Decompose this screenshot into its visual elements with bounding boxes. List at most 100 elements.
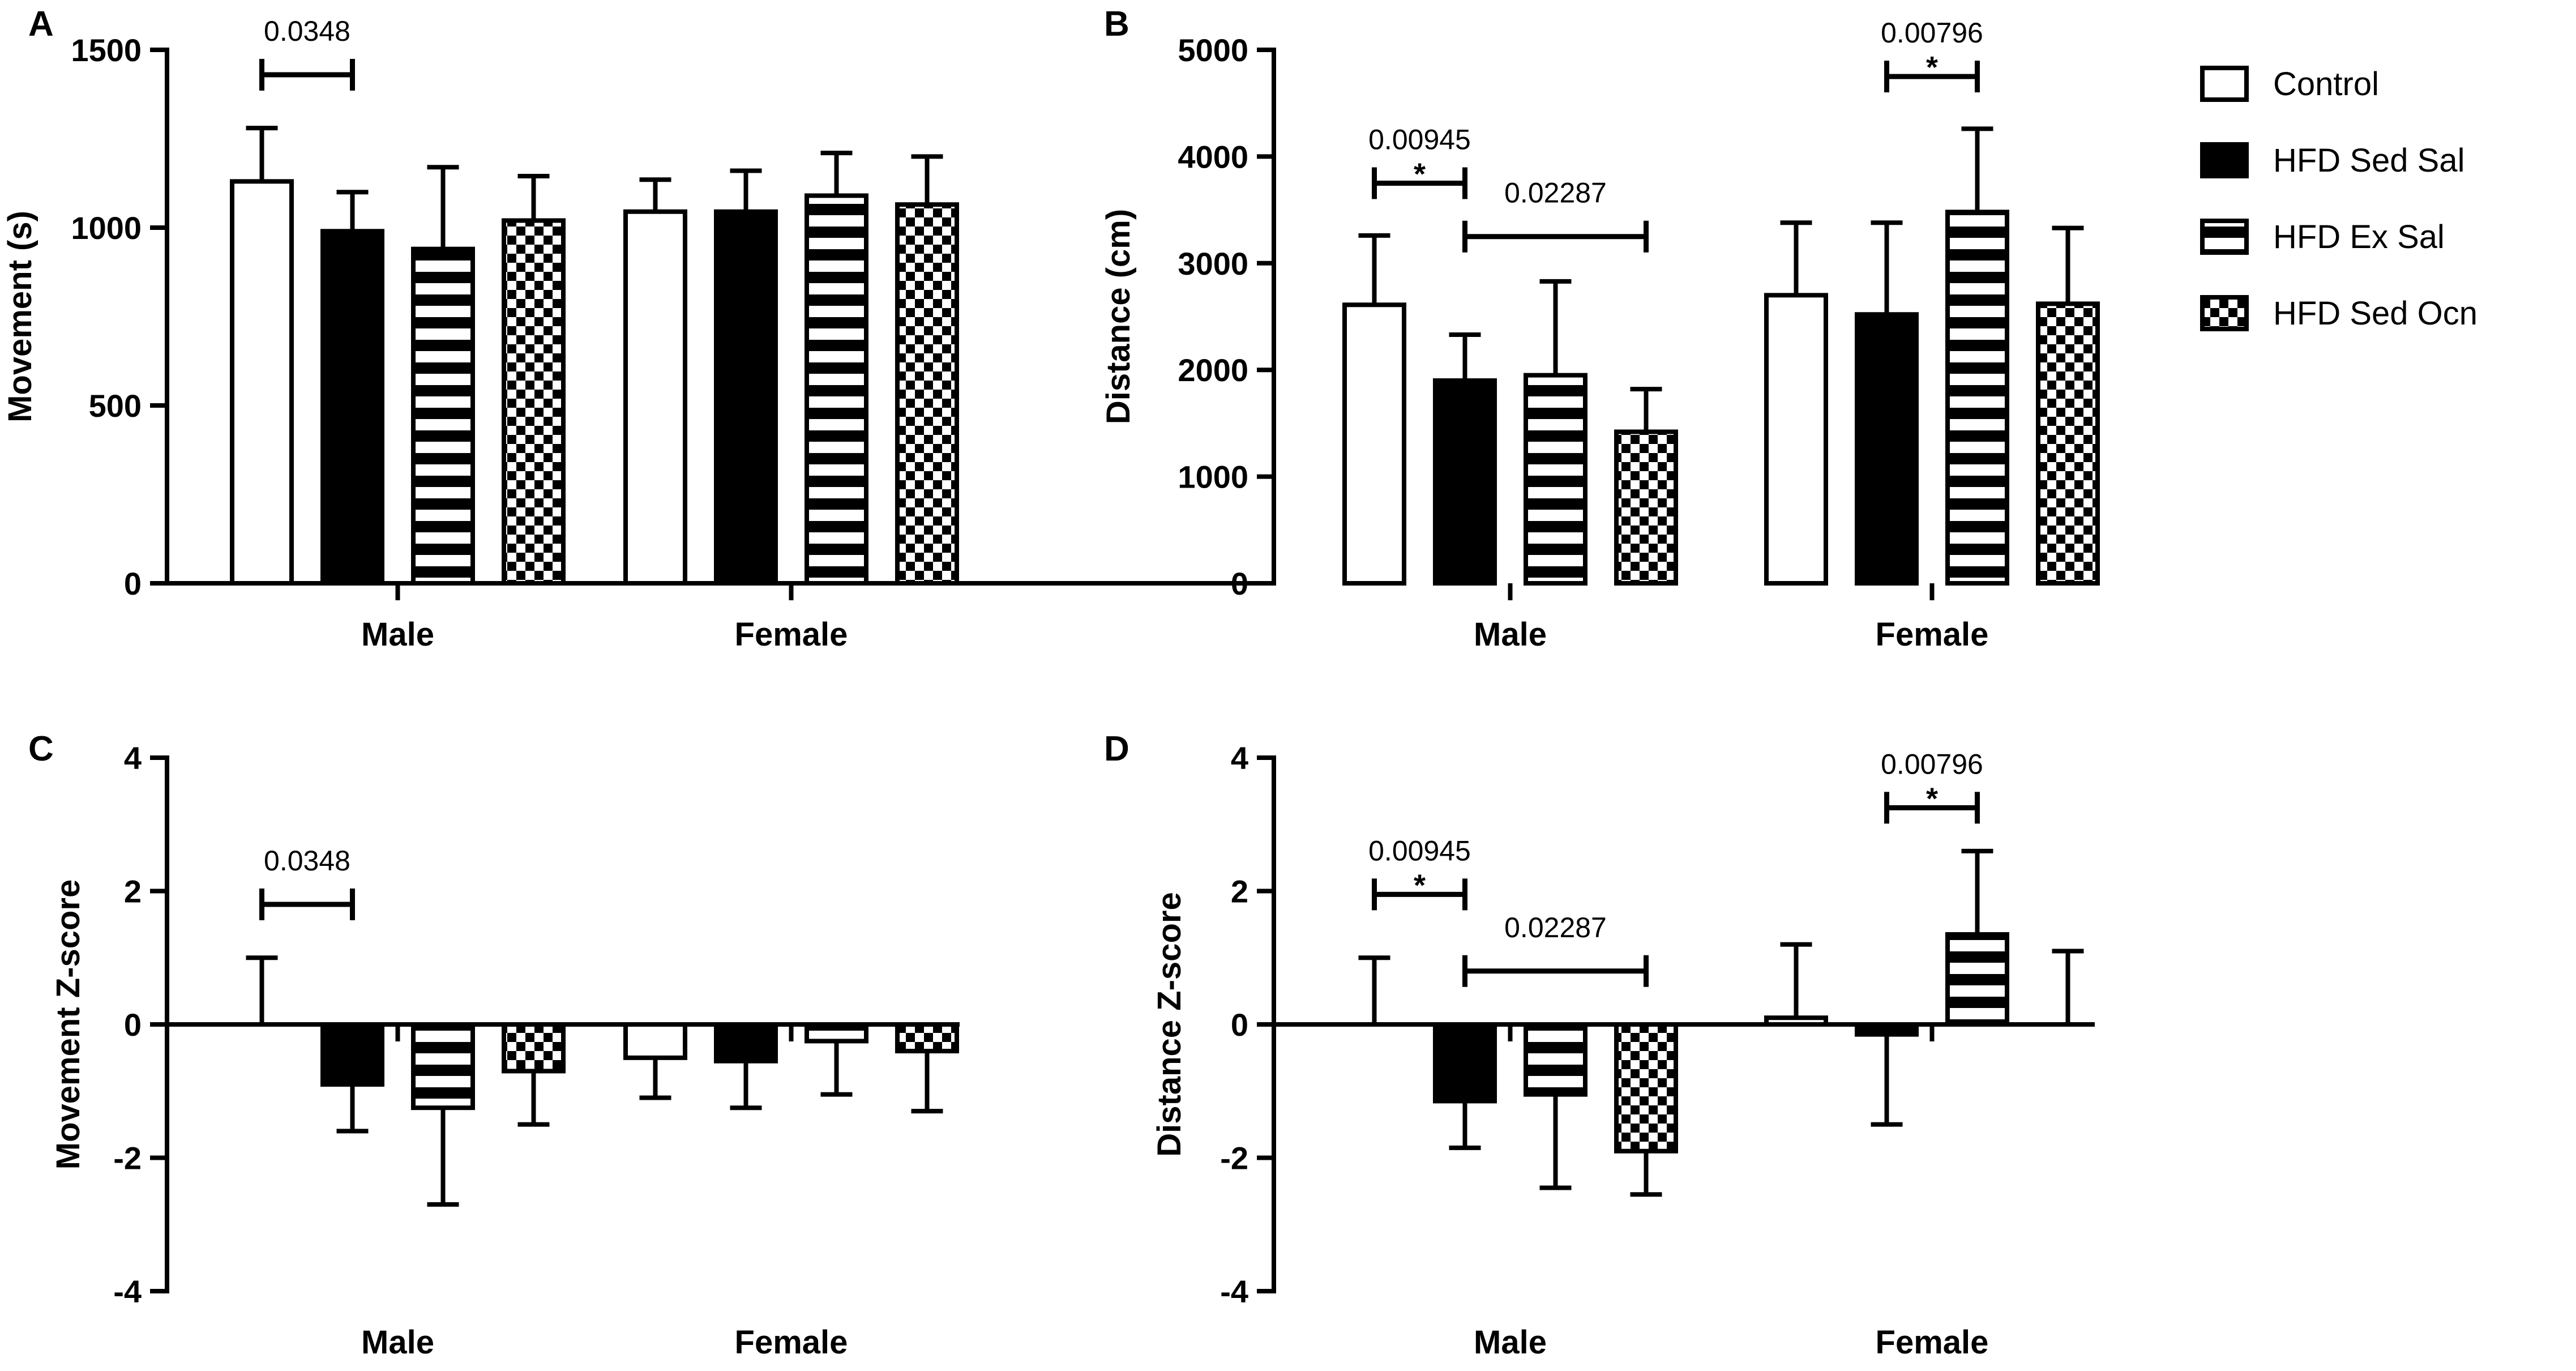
panel-label: A — [28, 5, 54, 44]
bar — [1855, 1022, 1919, 1037]
legend-item: HFD Sed Sal — [2200, 142, 2464, 179]
bar — [1524, 373, 1587, 586]
y-tick-label: 1500 — [71, 32, 142, 68]
legend-item: HFD Ex Sal — [2200, 219, 2445, 255]
y-tick-label: 500 — [89, 388, 142, 424]
bar — [502, 1022, 566, 1074]
bar — [623, 1022, 687, 1060]
bar — [1764, 293, 1828, 586]
bar — [1524, 1022, 1587, 1097]
y-tick-label: 4 — [124, 740, 142, 776]
significance-bracket: 0.00945* — [1368, 835, 1471, 911]
legend-label: HFD Ex Sal — [2273, 219, 2445, 255]
y-axis-title: Distance (cm) — [1100, 209, 1137, 424]
legend-swatch — [2200, 142, 2249, 178]
significance-bracket: 0.0348 — [259, 845, 355, 921]
legend-swatch — [2200, 219, 2249, 255]
y-axis-title: Movement Z-score — [50, 879, 87, 1169]
panel-label: D — [1104, 729, 1129, 768]
x-tick-label: Male — [361, 1324, 434, 1361]
x-tick-label: Female — [1876, 616, 1989, 653]
significance-bracket: 0.00796* — [1881, 17, 1983, 93]
legend-swatch — [2200, 295, 2249, 331]
bar — [1342, 302, 1406, 586]
p-value-label: 0.00945 — [1368, 835, 1471, 866]
p-value-label: 0.00796 — [1881, 17, 1983, 49]
x-tick-label: Female — [1876, 1324, 1989, 1361]
panel-d: D Distance Z-score -4 -2 0 2 4 Male Female 0.0094… — [1104, 729, 2095, 1361]
y-tick-label: 0 — [124, 566, 142, 601]
y-axis-title: Movement (s) — [2, 211, 38, 422]
bar — [1433, 1022, 1497, 1104]
panel-label: B — [1104, 5, 1129, 44]
bar — [1433, 378, 1497, 586]
panel-label: C — [28, 729, 54, 768]
bar — [895, 202, 959, 586]
bar — [502, 218, 566, 586]
x-tick-label: Male — [1474, 1324, 1547, 1361]
bar — [1855, 312, 1919, 586]
y-tick-label: 0 — [124, 1007, 142, 1043]
y-tick-label: 1000 — [71, 210, 142, 246]
x-tick-label: Male — [361, 616, 434, 653]
y-tick-label: 2000 — [1178, 352, 1248, 388]
y-tick-label: -4 — [113, 1274, 142, 1309]
significance-star: * — [1414, 157, 1426, 191]
y-tick-label: 0 — [1231, 1007, 1248, 1043]
bar — [895, 1022, 959, 1054]
y-tick-label: 4000 — [1178, 139, 1248, 174]
bar — [805, 1022, 868, 1044]
x-tick-label: Female — [735, 616, 848, 653]
bar — [1764, 1015, 1828, 1027]
legend: Control HFD Sed Sal HFD Ex Sal HFD Sed Ocn — [2200, 66, 2477, 332]
p-value-label: 0.0348 — [264, 15, 350, 47]
legend-swatch — [2200, 66, 2249, 102]
y-tick-label: 1000 — [1178, 459, 1248, 495]
y-tick-label: -4 — [1220, 1274, 1248, 1309]
significance-bracket: 0.00796* — [1881, 748, 1983, 824]
legend-label: HFD Sed Sal — [2273, 142, 2464, 179]
panel-c: C Movement Z-score -4 -2 0 2 4 Male Female 0.0348 — [28, 729, 960, 1361]
legend-label: Control — [2273, 66, 2379, 102]
bar — [714, 1022, 778, 1064]
y-tick-label: 5000 — [1178, 32, 1248, 68]
y-tick-label: -2 — [113, 1141, 142, 1176]
bar — [320, 229, 384, 586]
bar — [320, 1022, 384, 1087]
significance-star: * — [1926, 50, 1938, 84]
y-tick-label: 2 — [1231, 874, 1248, 909]
bar — [714, 209, 778, 586]
bar — [411, 1022, 475, 1111]
bar — [805, 193, 868, 586]
bar — [230, 179, 294, 586]
bar — [411, 246, 475, 586]
bar — [623, 209, 687, 586]
y-axis-title: Distance Z-score — [1151, 892, 1188, 1156]
significance-star: * — [1414, 868, 1426, 902]
bar — [1945, 210, 2009, 586]
y-tick-label: 4 — [1231, 740, 1248, 776]
legend-item: HFD Sed Ocn — [2200, 295, 2477, 332]
bar — [1614, 1022, 1678, 1154]
y-tick-label: -2 — [1220, 1141, 1248, 1176]
bar — [1614, 429, 1678, 586]
p-value-label: 0.00945 — [1368, 124, 1471, 156]
panel-a: A Movement (s) 0 500 1000 1500 Male Female 0.034… — [2, 5, 960, 653]
x-tick-label: Female — [735, 1324, 848, 1361]
legend-item: Control — [2200, 66, 2379, 102]
bar — [2036, 301, 2100, 586]
p-value-label: 0.0348 — [264, 845, 350, 877]
significance-bracket: 0.02287 — [1462, 177, 1649, 253]
significance-star: * — [1926, 781, 1938, 815]
significance-bracket: 0.02287 — [1462, 912, 1649, 987]
significance-bracket: 0.0348 — [259, 15, 355, 91]
y-tick-label: 2 — [124, 874, 142, 909]
p-value-label: 0.02287 — [1504, 912, 1607, 943]
significance-bracket: 0.00945* — [1368, 124, 1471, 199]
x-tick-label: Male — [1474, 616, 1547, 653]
y-tick-label: 3000 — [1178, 246, 1248, 281]
bar — [1945, 932, 2009, 1027]
p-value-label: 0.00796 — [1881, 748, 1983, 780]
